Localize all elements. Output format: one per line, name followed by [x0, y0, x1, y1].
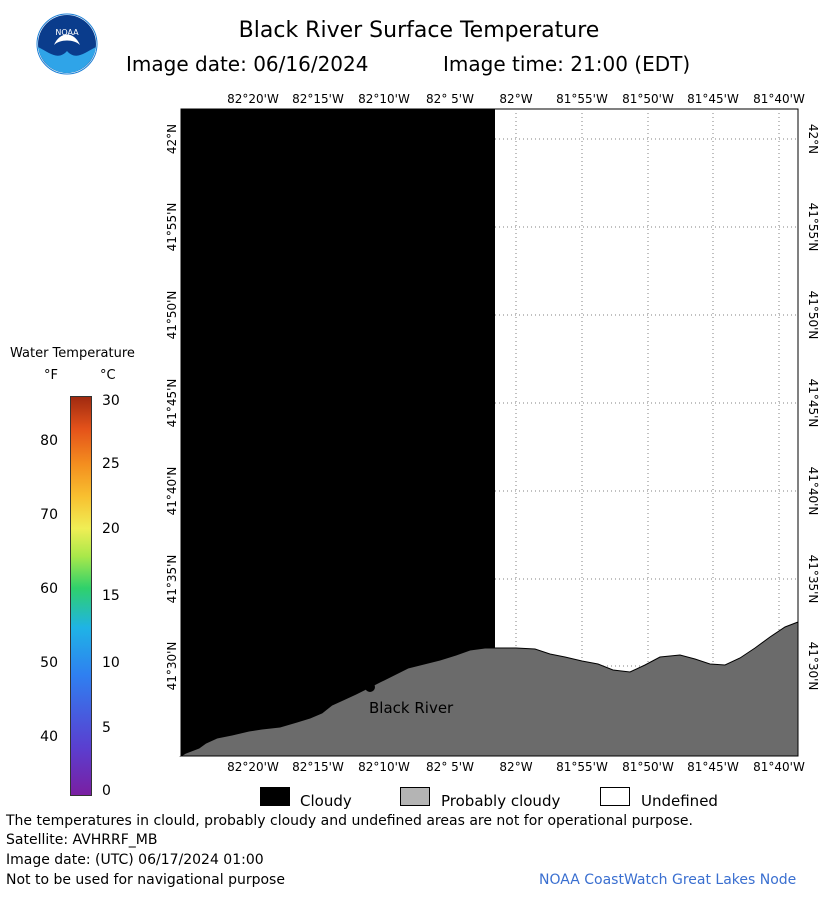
- place-label: Black River: [369, 699, 454, 717]
- celsius-tick: 0: [102, 783, 111, 799]
- lon-label-bottom: 82° 5'W: [426, 760, 474, 774]
- lon-label-bottom: 81°40'W: [753, 760, 805, 774]
- lon-label-bottom: 81°50'W: [622, 760, 674, 774]
- lon-label-top: 81°45'W: [687, 92, 739, 106]
- lat-label-right: 41°50'N: [806, 290, 820, 340]
- fahrenheit-tick: 80: [40, 433, 58, 449]
- credit-link[interactable]: NOAA CoastWatch Great Lakes Node: [539, 872, 797, 888]
- lon-label-top: 82° 5'W: [426, 92, 474, 106]
- lon-label-top: 82°W: [499, 92, 533, 106]
- unit-fahrenheit: °F: [44, 368, 58, 383]
- lon-label-bottom: 82°20'W: [227, 760, 279, 774]
- noaa-logo-text: NOAA: [55, 28, 79, 37]
- temperature-colorbar: [70, 396, 92, 796]
- lon-label-top: 82°20'W: [227, 92, 279, 106]
- lon-label-bottom: 82°15'W: [292, 760, 344, 774]
- legend-label-probably-cloudy: Probably cloudy: [441, 792, 561, 810]
- satellite-info: Satellite: AVHRRF_MB: [6, 832, 158, 848]
- black-river-marker[interactable]: [365, 682, 375, 692]
- celsius-tick: 10: [102, 655, 120, 671]
- lon-label-top: 81°50'W: [622, 92, 674, 106]
- lat-label-left: 41°55'N: [165, 202, 179, 252]
- cloudy-region: [181, 109, 495, 756]
- lon-label-bottom: 81°55'W: [556, 760, 608, 774]
- lat-label-left: 41°50'N: [165, 290, 179, 340]
- lon-label-top: 82°15'W: [292, 92, 344, 106]
- fahrenheit-tick: 60: [40, 581, 58, 597]
- noaa-logo-icon: NOAA: [36, 13, 98, 75]
- celsius-tick: 30: [102, 393, 120, 409]
- unit-celsius: °C: [100, 368, 116, 383]
- legend-label-undefined: Undefined: [641, 792, 718, 810]
- lon-label-bottom: 81°45'W: [687, 760, 739, 774]
- lat-label-right: 41°30'N: [806, 641, 820, 691]
- lat-label-right: 42°N: [806, 123, 820, 155]
- fahrenheit-tick: 50: [40, 655, 58, 671]
- image-time: Image time: 21:00 (EDT): [443, 52, 691, 76]
- legend-title: Water Temperature: [10, 346, 135, 361]
- lat-label-left: 41°35'N: [165, 554, 179, 604]
- legend-label-cloudy: Cloudy: [300, 792, 352, 810]
- legend-swatch-undefined: [600, 787, 630, 806]
- celsius-tick: 5: [102, 720, 111, 736]
- lon-label-top: 81°55'W: [556, 92, 608, 106]
- lat-label-left: 41°45'N: [165, 378, 179, 428]
- disclaimer-note: The temperatures in clould, probably clo…: [6, 813, 693, 829]
- lat-label-left: 41°40'N: [165, 466, 179, 516]
- utc-date: Image date: (UTC) 06/17/2024 01:00: [6, 852, 264, 868]
- fahrenheit-tick: 70: [40, 507, 58, 523]
- lat-label-right: 41°45'N: [806, 378, 820, 428]
- land-shoreline: [179, 621, 799, 757]
- page-title: Black River Surface Temperature: [238, 18, 600, 43]
- lat-label-right: 41°40'N: [806, 466, 820, 516]
- lon-label-bottom: 82°10'W: [358, 760, 410, 774]
- navigation-warning: Not to be used for navigational purpose: [6, 872, 285, 888]
- lat-label-right: 41°55'N: [806, 202, 820, 252]
- celsius-tick: 15: [102, 588, 120, 604]
- lon-label-bottom: 82°W: [499, 760, 533, 774]
- legend-swatch-cloudy: [260, 787, 290, 806]
- legend-swatch-probably-cloudy: [400, 787, 430, 806]
- lat-label-left: 41°30'N: [165, 641, 179, 691]
- lon-label-top: 82°10'W: [358, 92, 410, 106]
- lon-label-top: 81°40'W: [753, 92, 805, 106]
- celsius-tick: 25: [102, 456, 120, 472]
- fahrenheit-tick: 40: [40, 729, 58, 745]
- celsius-tick: 20: [102, 521, 120, 537]
- lat-label-left: 42°N: [165, 123, 179, 155]
- image-date: Image date: 06/16/2024: [126, 52, 369, 76]
- lat-label-right: 41°35'N: [806, 554, 820, 604]
